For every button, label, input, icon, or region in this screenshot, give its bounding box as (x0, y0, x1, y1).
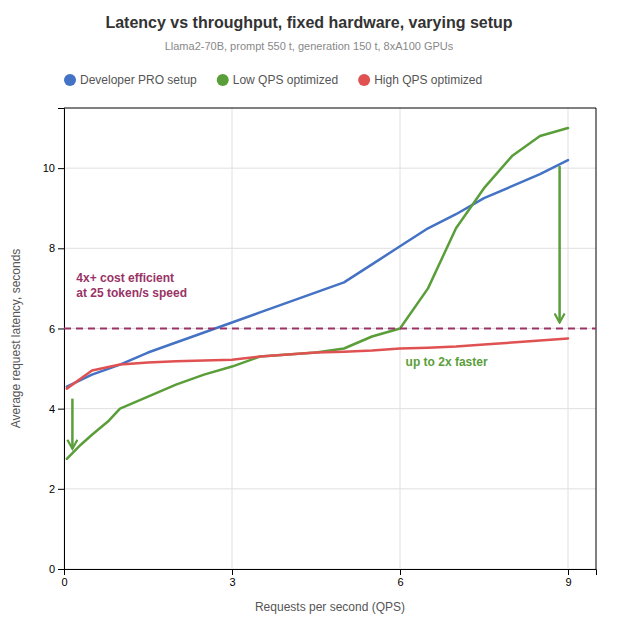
x-tick-mark (568, 569, 569, 575)
x-tick-label: 9 (565, 576, 571, 588)
y-tick-mark (58, 328, 64, 329)
legend-item: Developer PRO setup (64, 73, 197, 87)
x-tick-mark (232, 569, 233, 575)
y-tick-label: 4 (49, 403, 55, 415)
legend-item: Low QPS optimized (217, 73, 338, 87)
y-tick-label: 10 (43, 162, 55, 174)
annotation: up to 2x faster (406, 355, 488, 369)
y-tick-label: 6 (49, 322, 55, 334)
grid-line (64, 168, 596, 169)
frame-top (64, 108, 596, 109)
legend-swatch (64, 74, 76, 86)
y-tick: 2 (49, 483, 64, 495)
y-axis-title: Average request latency, seconds (9, 249, 23, 429)
x-axis-line (65, 570, 597, 576)
y-tick: 4 (49, 403, 64, 415)
x-tick-label: 0 (61, 576, 67, 588)
x-tick: 3 (229, 569, 235, 588)
x-tick-mark (400, 569, 401, 575)
legend-label: Low QPS optimized (233, 73, 338, 87)
grid-line (400, 108, 401, 569)
annotation: 4x+ cost efficientat 25 token/s speed (76, 271, 187, 301)
x-tick-label: 3 (229, 576, 235, 588)
y-tick: 10 (43, 162, 64, 174)
y-axis: 0 2 4 6 8 10 (43, 109, 65, 576)
series-line (67, 339, 568, 389)
grid-line (232, 108, 233, 569)
y-tick: 6 (49, 322, 64, 334)
arrow (558, 166, 561, 322)
frame-right (596, 108, 597, 569)
y-tick-label: 8 (49, 242, 55, 254)
legend-swatch (217, 74, 229, 86)
x-axis-title: Requests per second (QPS) (255, 600, 405, 614)
y-tick-label: 0 (49, 563, 55, 575)
x-axis: 0 3 6 9 (61, 569, 596, 588)
grid-line (64, 408, 596, 409)
grid-line (64, 488, 596, 489)
y-tick-mark (58, 168, 64, 169)
y-tick-mark (58, 248, 64, 249)
subtitle: Llama2-70B, prompt 550 t, generation 150… (165, 40, 454, 52)
y-tick-label: 2 (49, 483, 55, 495)
x-tick: 6 (397, 569, 403, 588)
y-tick-mark (58, 489, 64, 490)
y-tick-mark (58, 569, 64, 570)
grid-line (64, 248, 596, 249)
legend: Developer PRO setup Low QPS optimized High… (64, 73, 482, 87)
x-tick: 9 (565, 569, 571, 588)
grid (64, 108, 596, 569)
legend-label: Developer PRO setup (80, 73, 197, 87)
chart: Latency vs throughput, fixed hardware, v… (0, 0, 618, 627)
legend-label: High QPS optimized (374, 73, 482, 87)
y-axis-line (58, 109, 65, 570)
legend-swatch (358, 74, 370, 86)
y-tick: 8 (49, 242, 64, 254)
y-tick: 0 (49, 563, 64, 575)
x-tick-label: 6 (397, 576, 403, 588)
series-line (67, 128, 568, 459)
y-tick-mark (58, 409, 64, 410)
title: Latency vs throughput, fixed hardware, v… (105, 14, 512, 31)
x-tick: 0 (61, 569, 67, 588)
reference-line (64, 327, 596, 329)
grid-line (64, 328, 596, 329)
arrow (71, 399, 74, 449)
plot-area (64, 128, 596, 459)
legend-item: High QPS optimized (358, 73, 482, 87)
